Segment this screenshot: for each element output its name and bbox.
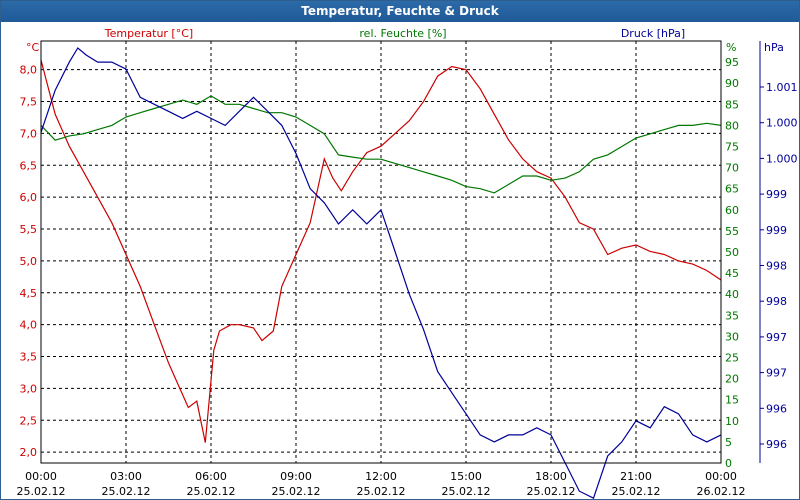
x-tick-date: 25.02.12	[17, 485, 66, 498]
x-tick-date: 25.02.12	[527, 485, 576, 498]
x-tick-date: 26.02.12	[697, 485, 746, 498]
temperature-tick-label: 5,0	[20, 255, 38, 268]
pressure-tick-label: 999	[766, 224, 787, 237]
x-tick-date: 25.02.12	[272, 485, 321, 498]
x-tick-time: 21:00	[620, 470, 652, 483]
temperature-series-line	[40, 59, 722, 443]
temperature-tick-label: 2,5	[20, 414, 38, 427]
humidity-tick-label: 35	[725, 309, 739, 322]
humidity-tick-label: 90	[725, 77, 739, 90]
temperature-tick-label: 7,0	[20, 127, 38, 140]
humidity-series-line	[40, 95, 722, 194]
x-tick-time: 15:00	[450, 470, 482, 483]
humidity-tick-label: 45	[725, 267, 739, 280]
humidity-tick-label: 15	[725, 394, 739, 407]
pressure-axis-title: Druck [hPa]	[621, 27, 685, 40]
humidity-tick-label: 25	[725, 352, 739, 365]
pressure-unit: hPa	[764, 41, 784, 54]
humidity-tick-label: 5	[725, 436, 732, 449]
pressure-tick-label: 996	[766, 402, 787, 415]
pressure-tick-label: 1.001	[766, 81, 798, 94]
x-tick-date: 25.02.12	[187, 485, 236, 498]
temperature-axis-title: Temperatur [°C]	[104, 27, 193, 40]
x-tick-time: 00:00	[705, 470, 737, 483]
pressure-tick-label: 999	[766, 188, 787, 201]
temperature-unit: °C	[26, 41, 40, 54]
temperature-tick-label: 3,0	[20, 382, 38, 395]
x-tick-time: 00:00	[25, 470, 57, 483]
temperature-tick-label: 8,0	[20, 64, 38, 77]
humidity-tick-label: 80	[725, 119, 739, 132]
plot-frame	[40, 40, 722, 464]
temperature-tick-label: 7,5	[20, 96, 38, 109]
humidity-tick-label: 0	[725, 457, 732, 470]
humidity-tick-label: 75	[725, 141, 739, 154]
temperature-tick-label: 6,5	[20, 159, 38, 172]
humidity-tick-label: 30	[725, 330, 739, 343]
x-tick-time: 18:00	[535, 470, 567, 483]
x-tick-date: 25.02.12	[612, 485, 661, 498]
chart-title: Temperatur, Feuchte & Druck	[1, 1, 799, 22]
x-tick-date: 25.02.12	[102, 485, 151, 498]
humidity-tick-label: 50	[725, 246, 739, 259]
humidity-tick-label: 85	[725, 98, 739, 111]
pressure-tick-label: 996	[766, 438, 787, 451]
x-tick-time: 12:00	[365, 470, 397, 483]
temperature-tick-label: 5,5	[20, 223, 38, 236]
x-tick-time: 06:00	[195, 470, 227, 483]
pressure-tick-label: 1.000	[766, 152, 798, 165]
humidity-tick-label: 60	[725, 204, 739, 217]
pressure-tick-label: 998	[766, 260, 787, 273]
humidity-unit: %	[726, 41, 736, 54]
temperature-tick-label: 4,0	[20, 319, 38, 332]
humidity-tick-label: 70	[725, 162, 739, 175]
x-tick-date: 25.02.12	[442, 485, 491, 498]
temperature-tick-label: 2,0	[20, 446, 38, 459]
x-tick-time: 09:00	[280, 470, 312, 483]
pressure-tick-label: 997	[766, 367, 787, 380]
humidity-tick-label: 65	[725, 183, 739, 196]
humidity-tick-label: 55	[725, 225, 739, 238]
humidity-tick-label: 40	[725, 288, 739, 301]
pressure-tick-label: 1.000	[766, 117, 798, 130]
humidity-tick-label: 10	[725, 415, 739, 428]
humidity-tick-label: 95	[725, 56, 739, 69]
x-tick-time: 03:00	[110, 470, 142, 483]
humidity-tick-label: 20	[725, 373, 739, 386]
pressure-tick-label: 998	[766, 295, 787, 308]
humidity-axis-title: rel. Feuchte [%]	[359, 27, 446, 40]
pressure-tick-label: 997	[766, 331, 787, 344]
temperature-tick-label: 3,5	[20, 351, 38, 364]
temperature-tick-label: 4,5	[20, 287, 38, 300]
x-tick-date: 25.02.12	[357, 485, 406, 498]
temperature-tick-label: 6,0	[20, 191, 38, 204]
